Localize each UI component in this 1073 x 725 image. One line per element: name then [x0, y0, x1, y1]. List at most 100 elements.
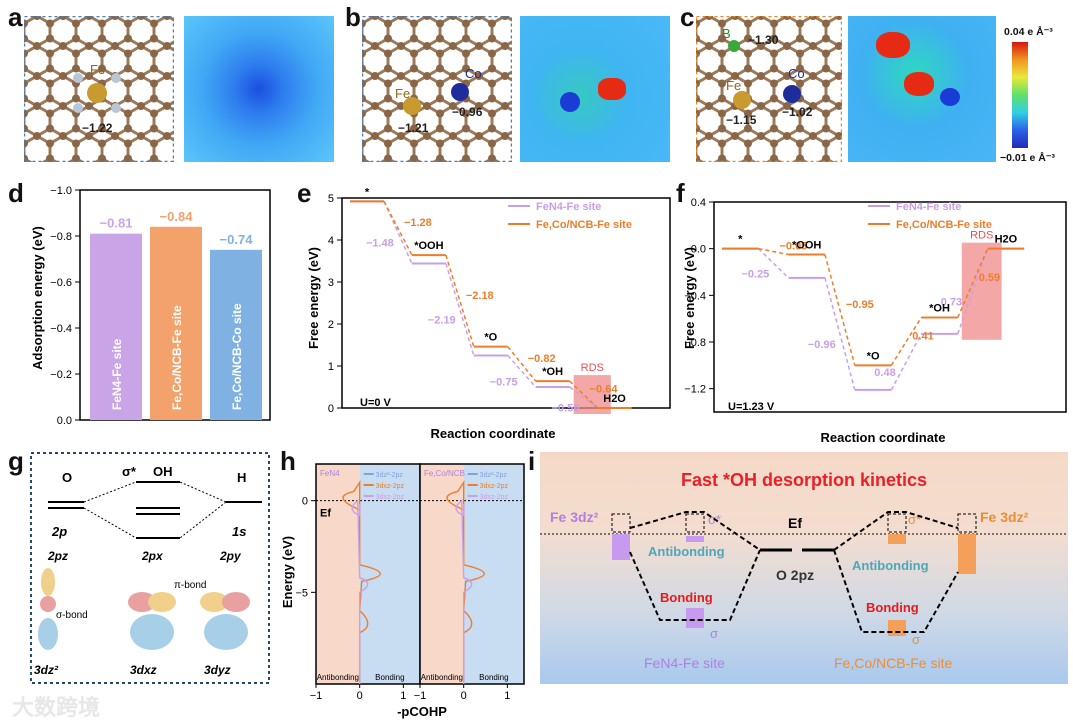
step-label: 0.48 — [874, 367, 895, 379]
legend-entry: FeN4-Fe site — [896, 201, 961, 213]
step-label: −2.19 — [428, 315, 456, 327]
co-atom-b — [451, 83, 469, 101]
svg-text:OH: OH — [153, 464, 173, 479]
state-label: * — [365, 186, 370, 198]
h-xtick: 1 — [504, 690, 510, 702]
rds-label: RDS — [581, 362, 604, 374]
svg-text:3dz²: 3dz² — [34, 663, 59, 677]
cohp-curve — [455, 499, 473, 684]
ytick: −1.2 — [684, 384, 706, 396]
state-label: H2O — [995, 234, 1018, 246]
h-ytick: 0 — [302, 496, 308, 508]
cohp-curve — [342, 479, 381, 684]
svg-text:−1.22: −1.22 — [82, 121, 113, 135]
svg-text:Bonding: Bonding — [660, 590, 713, 605]
state-label: *O — [484, 332, 497, 344]
chart-e: 0 1 2 3 4 5 RDS −1.48 −2.19 −0.75 −0.50 −1.28 −2.18 −… — [306, 186, 671, 441]
h-region-label: Antibonding — [421, 673, 463, 682]
step-1 — [445, 254, 475, 347]
svg-text:2px: 2px — [141, 549, 164, 563]
d-category-label: Fe,Co/NCB-Fe site — [170, 305, 184, 410]
svg-text:−1.15: −1.15 — [726, 113, 757, 127]
ytick: 0 — [328, 403, 334, 415]
svg-text:π-bond: π-bond — [174, 580, 206, 591]
structure-b: Fe Co −1.21 −0.96 — [362, 16, 512, 162]
d-bar — [150, 226, 202, 420]
h-legend-entry: 3dxz-2pz — [376, 483, 405, 490]
h-legend-entry: 3dz²-2pz — [480, 472, 508, 479]
svg-text:O: O — [62, 470, 72, 485]
step-0 — [890, 333, 922, 391]
step-label: −0.82 — [528, 353, 556, 365]
step-label: −1.28 — [404, 217, 432, 229]
charge-map-a — [184, 16, 334, 162]
h-legend-entry: 3dxz-2pz — [376, 494, 405, 501]
panel-letter-i: i — [528, 446, 536, 476]
antibonding-region — [420, 464, 464, 684]
step-label: 0.41 — [912, 330, 933, 342]
step-0 — [445, 263, 475, 356]
d-ytick: −1.0 — [50, 185, 72, 197]
e-xlabel: Reaction coordinate — [431, 426, 556, 441]
d-ytick: −0.2 — [50, 369, 72, 381]
svg-text:−1.21: −1.21 — [398, 121, 429, 135]
svg-text:−1.30: −1.30 — [748, 33, 779, 47]
h-legend-entry: 3dxz-2pz — [480, 483, 509, 490]
b-atom-c — [728, 40, 740, 52]
step-label: −0.75 — [490, 376, 518, 388]
step-1 — [890, 317, 922, 366]
state-label: *OOH — [414, 240, 443, 252]
d-ytick: 0.0 — [57, 415, 72, 427]
d-ylabel: Adsorption energy (eV) — [30, 226, 45, 370]
h-legend-entry: 3dz²-2pz — [376, 472, 404, 479]
svg-text:B: B — [722, 26, 731, 41]
state-label: *OOH — [792, 240, 821, 252]
watermark: 大数跨境 — [12, 695, 101, 720]
step-label: −0.25 — [741, 268, 769, 280]
svg-text:Bonding: Bonding — [866, 600, 919, 615]
svg-text:2py: 2py — [219, 549, 242, 563]
step-label: −0.95 — [846, 299, 874, 311]
svg-text:3dyz: 3dyz — [204, 663, 231, 677]
h-legend-entry: 3dxz-2pz — [480, 494, 509, 501]
step-0 — [957, 248, 989, 335]
svg-text:1s: 1s — [232, 524, 246, 539]
panel-letter-b: b — [345, 2, 361, 32]
d-value-label: −0.84 — [160, 209, 194, 224]
step-label: 0.73 — [941, 296, 962, 308]
svg-text:σ: σ — [912, 632, 920, 647]
step-label: −1.48 — [366, 237, 394, 249]
legend-entry: Fe,Co/NCB-Fe site — [536, 219, 632, 231]
step-1 — [507, 346, 537, 382]
d-ytick: −0.8 — [50, 231, 72, 243]
ytick: −0.4 — [684, 290, 706, 302]
h-ytick: −5 — [295, 587, 308, 599]
svg-text:σ-bond: σ-bond — [56, 610, 88, 621]
d-bar — [210, 249, 262, 420]
i-title: Fast *OH desorption kinetics — [681, 470, 927, 490]
svg-text:FeN4-Fe site: FeN4-Fe site — [644, 655, 725, 671]
h-region-label: Bonding — [479, 673, 508, 682]
chart-f: 0.4 0.0 −0.4 −0.8 −1.2 RDS −0.25 −0.96 0.48 0.73 −… — [682, 197, 1067, 445]
h-xtick: −1 — [310, 690, 323, 702]
d-ytick: −0.6 — [50, 277, 72, 289]
color-scale-bar — [1012, 42, 1028, 148]
svg-text:2p: 2p — [51, 524, 67, 539]
fe-atom-b — [403, 97, 421, 115]
panel-letter-e: e — [297, 178, 312, 208]
f-ylabel: Free energy (eV) — [682, 247, 697, 349]
svg-text:Fe: Fe — [726, 78, 741, 93]
ytick: 3 — [328, 277, 334, 289]
panel-letter-f: f — [676, 178, 685, 208]
chart-d: 0.0 −0.2 −0.4 −0.6 −0.8 −1.0 −0.81 FeN4-Fe sit… — [30, 185, 271, 427]
structure-c: B −1.30 Fe Co −1.15 −1.02 — [696, 16, 842, 162]
charge-map-b — [520, 16, 670, 162]
f-condition: U=1.23 V — [728, 401, 775, 413]
fe-atom-c — [733, 91, 751, 109]
antibonding-region — [316, 464, 360, 684]
ytick: 0.4 — [691, 197, 706, 209]
legend-entry: Fe,Co/NCB-Fe site — [896, 219, 992, 231]
state-label: *O — [867, 350, 880, 362]
h-subpanel-label: Fe,Co/NCB — [424, 469, 465, 478]
h-xtick: 1 — [400, 690, 406, 702]
